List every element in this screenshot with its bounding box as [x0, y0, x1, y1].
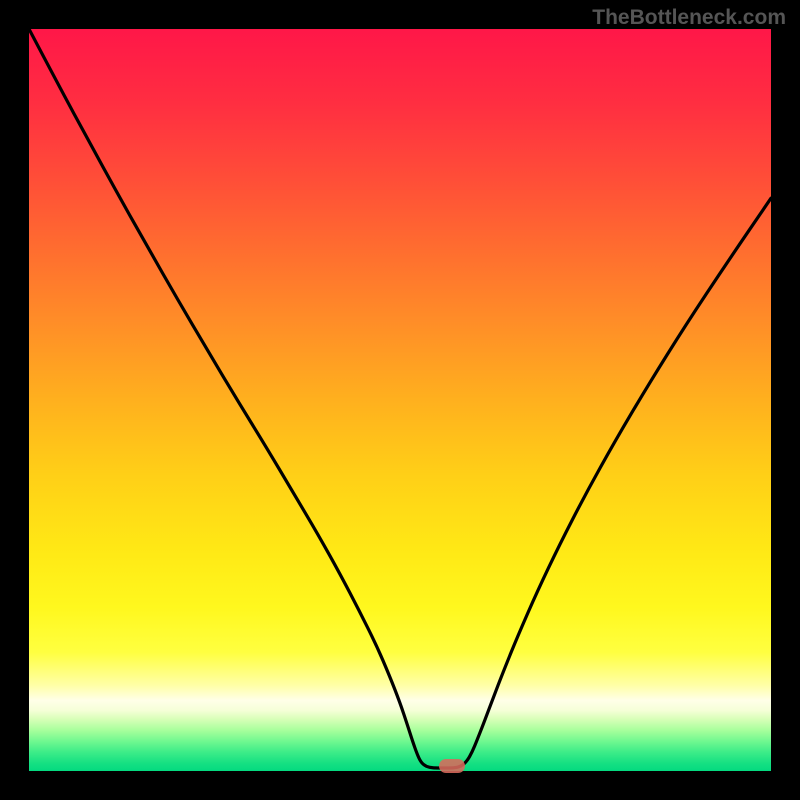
watermark-text: TheBottleneck.com [592, 6, 786, 30]
chart-minimum-marker [439, 759, 465, 773]
chart-curve [29, 29, 771, 771]
chart-plot-area [29, 29, 771, 771]
